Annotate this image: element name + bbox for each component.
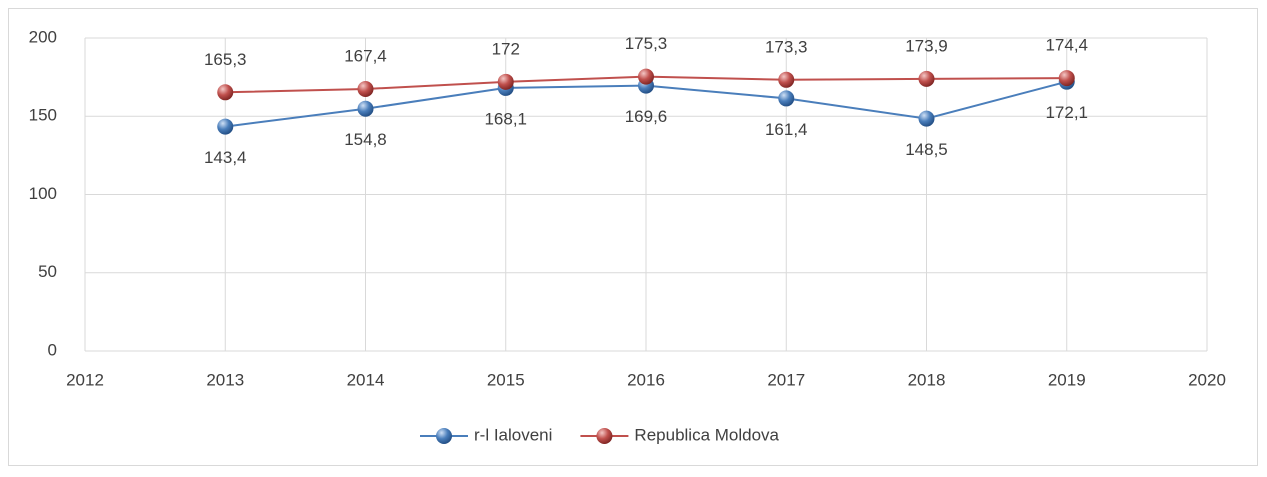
data-point xyxy=(217,118,234,135)
data-point xyxy=(357,81,374,98)
data-point xyxy=(918,70,935,87)
data-label: 172,1 xyxy=(1045,103,1088,122)
data-point xyxy=(778,90,795,107)
data-point xyxy=(357,100,374,117)
data-label: 172 xyxy=(492,39,520,58)
y-tick-label: 200 xyxy=(29,27,57,46)
x-tick-label: 2020 xyxy=(1188,370,1226,389)
data-label: 148,5 xyxy=(905,140,948,159)
x-tick-label: 2014 xyxy=(347,370,385,389)
data-label: 143,4 xyxy=(204,148,247,167)
data-label: 173,3 xyxy=(765,37,808,56)
y-tick-label: 0 xyxy=(48,340,57,359)
data-label: 175,3 xyxy=(625,34,668,53)
legend-label: Republica Moldova xyxy=(634,425,779,444)
data-label: 167,4 xyxy=(344,47,387,66)
data-label: 168,1 xyxy=(484,109,527,128)
data-point xyxy=(638,68,654,85)
x-tick-label: 2016 xyxy=(627,370,665,389)
x-tick-label: 2019 xyxy=(1048,370,1086,389)
data-label: 169,6 xyxy=(625,107,668,126)
legend-marker xyxy=(596,428,613,444)
y-tick-label: 150 xyxy=(29,106,57,125)
x-tick-label: 2018 xyxy=(908,370,946,389)
y-tick-label: 50 xyxy=(38,262,57,281)
y-tick-label: 100 xyxy=(29,184,57,203)
legend-label: r-l Ialoveni xyxy=(474,425,552,444)
data-label: 161,4 xyxy=(765,120,808,139)
x-tick-label: 2017 xyxy=(767,370,805,389)
x-tick-label: 2012 xyxy=(66,370,104,389)
data-point xyxy=(778,71,795,88)
data-label: 154,8 xyxy=(344,130,387,149)
data-point xyxy=(497,73,514,90)
legend-marker xyxy=(436,428,452,444)
x-tick-label: 2015 xyxy=(487,370,525,389)
data-point xyxy=(918,110,935,127)
data-point xyxy=(1058,70,1075,87)
data-label: 173,9 xyxy=(905,36,948,55)
data-label: 165,3 xyxy=(204,50,247,69)
chart-border xyxy=(8,8,1258,466)
data-point xyxy=(217,84,234,101)
x-tick-label: 2013 xyxy=(206,370,244,389)
data-label: 174,4 xyxy=(1045,36,1088,55)
